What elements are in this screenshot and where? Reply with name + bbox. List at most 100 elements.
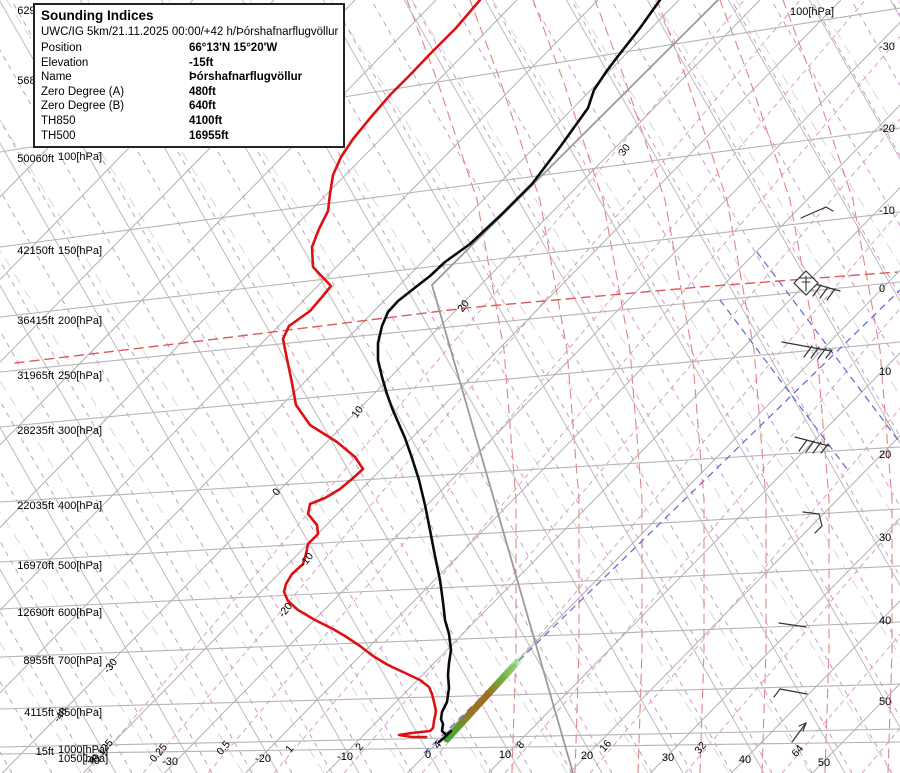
pressure-label: 250[hPa] (58, 370, 102, 382)
info-row: Name Þórshafnarflugvöllur (41, 70, 337, 85)
wind-barb-stroke (802, 722, 807, 732)
grid-line (646, 0, 900, 445)
grid-line (0, 380, 244, 773)
info-row: Zero Degree (B) 640ft (41, 99, 337, 114)
grid-line (0, 446, 900, 503)
grid-line (727, 0, 900, 303)
parcel-segment (443, 655, 524, 743)
parcel-segment (443, 655, 524, 743)
wind-barb-stroke (803, 345, 813, 358)
grid-line (370, 0, 813, 773)
pressure-label: 500[hPa] (58, 560, 102, 572)
wind-barb-stroke (798, 439, 808, 452)
info-row: Zero Degree (A) 480ft (41, 85, 337, 100)
barb-690 (773, 688, 808, 698)
mixing-ratio-label: 0.5 (214, 739, 233, 758)
grid-line (0, 281, 900, 373)
info-box-title: Sounding Indices (41, 8, 154, 23)
grid-line (0, 683, 900, 710)
barb-210 (800, 206, 834, 219)
temperature-tick: -10 (879, 205, 895, 217)
info-box-rows: Position 66°13'N 15°20'W Elevation -15ft Nam… (41, 41, 337, 143)
grid-line (0, 249, 325, 773)
grid-line (0, 565, 900, 610)
barb-290 (812, 283, 841, 301)
info-row: TH500 16955ft (41, 129, 337, 144)
temperature-tick: 40 (879, 615, 891, 627)
grid-line (690, 0, 900, 367)
grid-line (0, 119, 373, 773)
grid-line (810, 0, 900, 157)
pressure-label: 300[hPa] (58, 425, 102, 437)
temperature-tick: 0 (425, 749, 431, 761)
standard-atmosphere-curve (431, 0, 719, 773)
wind-barb-stroke (825, 349, 833, 359)
grid-line (411, 0, 892, 773)
info-row-label: Zero Degree (B) (41, 100, 125, 113)
temperature-tick: 50 (818, 757, 830, 769)
temperature-tick: 0 (879, 283, 885, 295)
wind-barb-stroke (794, 436, 830, 447)
temperature-tick: 20 (879, 449, 891, 461)
shear-arrow (791, 722, 807, 743)
wind-barb-stroke (778, 622, 807, 628)
temperature-tick: 40 (739, 754, 751, 766)
info-row: TH850 4100ft (41, 114, 337, 129)
wind-barb-stroke (791, 722, 807, 743)
grid-line (570, 0, 900, 578)
grid-line (0, 142, 360, 773)
altitude-label: 12690ft (17, 607, 54, 619)
mixing-ratio-lines (86, 0, 900, 773)
altitude-label: 28235ft (17, 425, 54, 437)
wind-barb-stroke (805, 440, 815, 453)
info-row-value: 640ft (189, 100, 216, 113)
grid-line (0, 189, 333, 773)
left-pressure-labels: 100[hPa] 150[hPa] 200[hPa] 250[hPa] 300[hPa]… (58, 151, 108, 765)
grid-line (719, 299, 851, 474)
info-row-value: 66°13'N 15°20'W (189, 42, 278, 54)
grid-line (731, 600, 900, 773)
temperature-tick: -10 (337, 751, 353, 763)
altitude-label: 8955ft (23, 655, 54, 667)
grid-line (488, 352, 900, 773)
temperature-tick: -30 (879, 41, 895, 53)
temperature-tick: 30 (879, 532, 891, 544)
info-row-value: Þórshafnarflugvöllur (189, 71, 303, 84)
grid-line (610, 0, 900, 508)
adiabat-label: -30 (101, 656, 120, 675)
mixing-ratio-label: 2 (353, 741, 366, 753)
temperature-tick: -40 (84, 755, 100, 767)
moist-adiabat (594, 0, 705, 773)
grid-line (781, 633, 900, 773)
grid-line (0, 284, 279, 773)
info-row-label: TH850 (41, 114, 76, 127)
barb-625 (778, 622, 807, 628)
info-row: Elevation -15ft (41, 56, 337, 71)
grid-line (504, 307, 900, 773)
grid-line (0, 259, 293, 773)
grid-line (484, 0, 900, 729)
info-box-run-line: UWC/IG 5km/21.11.2025 00:00/+42 h/Þórsha… (41, 26, 339, 38)
info-row-label: Zero Degree (A) (41, 85, 125, 98)
sounding-indices-box: Sounding Indices UWC/IG 5km/21.11.2025 0… (33, 3, 345, 149)
altitude-label: 42150ft (17, 245, 54, 257)
tropopause-line (14, 271, 898, 364)
temperature-tick: 10 (499, 749, 511, 761)
temperature-curve (376, 0, 662, 744)
wind-barb-stroke (779, 688, 808, 695)
info-row-label: TH500 (41, 129, 76, 142)
grid-line (770, 0, 900, 227)
dewpoint-curve (281, 0, 482, 739)
altitude-label: 4115ft (24, 707, 54, 719)
temperature-curve (376, 0, 662, 744)
temperature-tick: 10 (879, 366, 891, 378)
wind-barb-stroke (800, 206, 834, 219)
pressure-label: 100[hPa] (58, 151, 102, 163)
grid-line (654, 0, 900, 397)
grid-line (330, 0, 811, 773)
pressure-label: 1000[hPa] (58, 744, 108, 756)
grid-line (421, 210, 900, 773)
wind-barb-stroke (820, 443, 829, 454)
temperature-tick: 30 (662, 752, 674, 764)
